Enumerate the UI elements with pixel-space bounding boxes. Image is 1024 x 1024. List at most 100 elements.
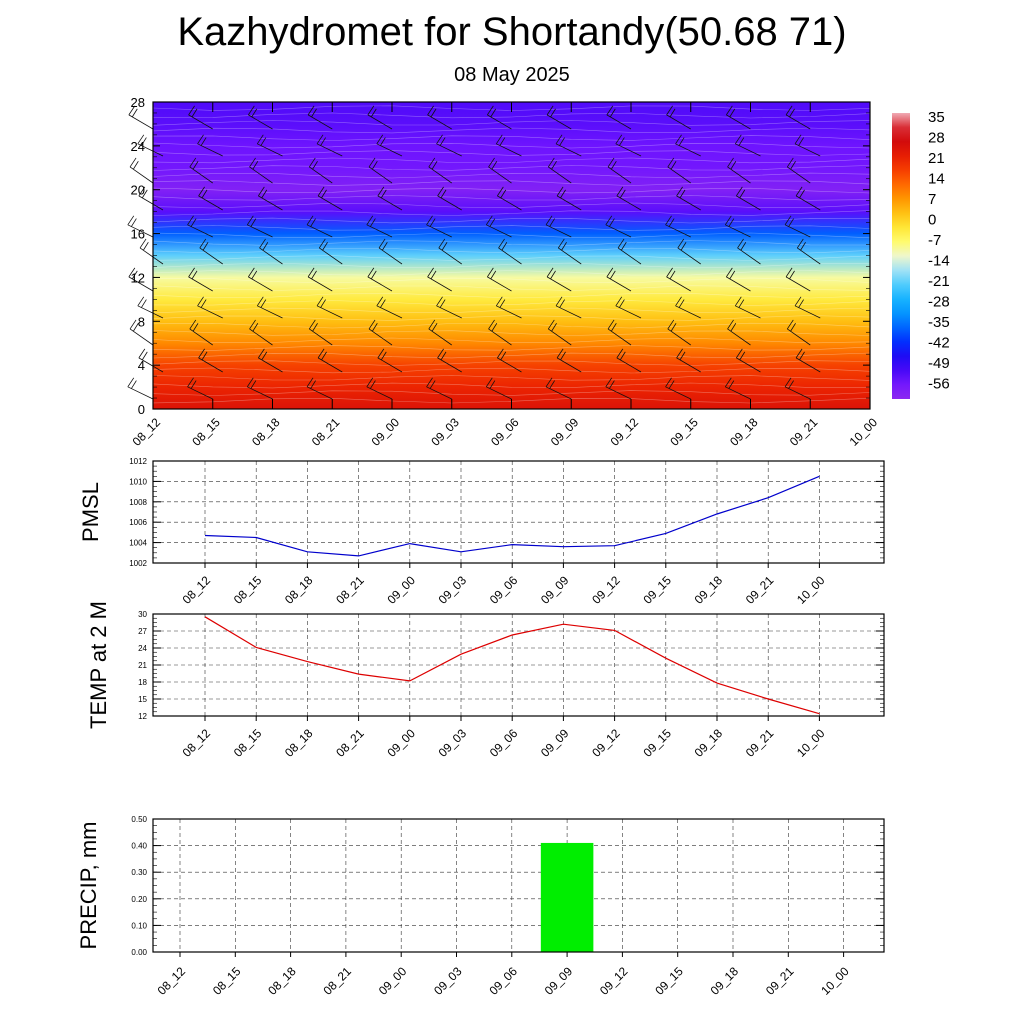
wind-barb-flag	[316, 134, 324, 145]
wind-barb-flag	[200, 137, 207, 146]
wind-barb-flag	[789, 270, 795, 280]
wind-barb-flag	[320, 299, 326, 308]
isotherm-line	[152, 157, 871, 164]
page-subtitle: 08 May 2025	[454, 64, 570, 86]
wind-barb-flag	[724, 215, 732, 226]
wind-barb-flag	[795, 186, 803, 197]
wind-barb-flag	[251, 108, 258, 118]
x-tick-label: 08_15	[210, 964, 244, 998]
wind-barb-flag	[549, 218, 555, 227]
wind-barb-flag	[607, 319, 615, 330]
wind-barb-flag	[439, 299, 446, 308]
wind-barb	[316, 305, 343, 319]
wind-barb-flag	[307, 267, 315, 278]
wind-barb	[306, 386, 333, 400]
wind-barb-flag	[666, 267, 673, 278]
wind-barb-flag	[665, 215, 672, 226]
wind-barb-flag	[675, 134, 682, 145]
wind-barb	[436, 305, 462, 319]
wind-barb-flag	[555, 296, 563, 307]
wind-barb-flag	[547, 319, 555, 330]
wind-barb	[784, 386, 811, 400]
wind-barb-flag	[546, 105, 554, 116]
precip-bar	[540, 842, 594, 952]
x-tick-label: 09_15	[640, 726, 674, 760]
wind-barb	[558, 247, 582, 265]
wind-barb	[675, 143, 701, 157]
wind-barb-flag	[197, 296, 204, 307]
wind-barb-flag	[429, 218, 436, 227]
wind-barb-flag	[561, 242, 567, 251]
isotherm-line	[152, 142, 871, 149]
wind-barb	[366, 224, 393, 238]
wind-barb-flag	[189, 319, 197, 330]
heatmap-y-tick-label: 8	[138, 314, 145, 329]
wind-barb-flag	[678, 299, 685, 308]
wind-barb	[725, 386, 751, 400]
x-tick-label: 08_12	[180, 573, 214, 607]
wind-barb-flag	[131, 108, 138, 118]
wind-barb	[548, 328, 572, 346]
wind-barb-flag	[306, 215, 314, 226]
x-tick-label: 09_21	[743, 573, 777, 607]
wind-barb	[197, 143, 223, 157]
wind-barb-flag	[127, 377, 135, 388]
wind-barb-flag	[620, 242, 627, 251]
wind-barb-flag	[680, 242, 687, 251]
pmsl-panel: 1002 1004 1006 1008 1010 1012 08_12 08_15 08_18 0…	[78, 457, 885, 607]
wind-barb	[676, 195, 701, 211]
wind-barb-flag	[609, 380, 615, 389]
wind-barb-flag	[141, 189, 148, 199]
wind-barb	[735, 143, 761, 157]
wind-barb	[378, 247, 403, 265]
wind-barb-flag	[670, 161, 677, 170]
wind-barb	[317, 357, 343, 373]
wind-barb	[606, 114, 632, 130]
wind-barb-flag	[491, 161, 498, 170]
wind-barb-flag	[190, 380, 197, 389]
wind-barb	[307, 114, 333, 130]
y-tick-label: 1008	[129, 498, 147, 507]
wind-barb-flag	[131, 218, 137, 227]
colorbar-label: -14	[928, 253, 950, 270]
wind-barb-flag	[619, 189, 626, 199]
wind-barb	[366, 386, 393, 400]
wind-barb-flag	[258, 348, 265, 359]
wind-barb-flag	[318, 238, 326, 249]
heatmap-x-tick-label: 08_21	[309, 415, 343, 449]
wind-barb	[316, 143, 343, 157]
y-axis-title: TEMP at 2 M	[86, 601, 111, 729]
wind-barb-flag	[557, 238, 565, 249]
wind-barb	[556, 195, 582, 211]
wind-barb-flag	[609, 270, 616, 280]
wind-barb-flag	[376, 296, 384, 307]
wind-barb	[437, 195, 462, 211]
wind-barb	[488, 328, 512, 346]
wind-barb	[368, 328, 393, 346]
wind-barb-flag	[441, 242, 448, 251]
temperature-field	[153, 102, 870, 409]
wind-barb-flag	[550, 108, 556, 118]
wind-barb-flag	[201, 351, 208, 361]
wind-barb-flag	[790, 323, 796, 332]
x-tick-label: 09_21	[743, 726, 777, 760]
isotherm-line	[152, 307, 871, 314]
wind-barb-flag	[436, 296, 443, 307]
wind-barb	[258, 195, 283, 211]
wind-barb-flag	[192, 323, 199, 332]
y-tick-label: 0.10	[131, 921, 147, 930]
wind-barb-flag	[669, 270, 676, 280]
wind-barb-flag	[794, 134, 802, 145]
colorbar-label: 7	[928, 191, 936, 208]
wind-barb	[257, 305, 283, 319]
wind-barb	[128, 114, 154, 130]
wind-barb-flag	[784, 215, 792, 226]
isotherm-line	[152, 337, 871, 344]
wind-barb-flag	[191, 108, 198, 118]
wind-barb-flag	[606, 105, 614, 116]
wind-barb	[794, 305, 821, 319]
wind-barb-flag	[550, 270, 556, 280]
wind-barb-flag	[250, 218, 257, 227]
wind-barb-flag	[380, 351, 387, 361]
wind-barb	[189, 328, 213, 346]
